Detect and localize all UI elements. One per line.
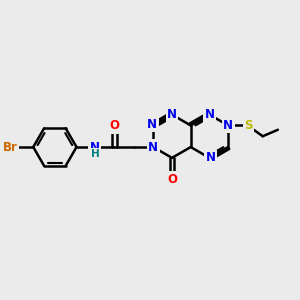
Text: N: N	[148, 141, 158, 154]
Text: N: N	[90, 141, 100, 154]
Text: O: O	[167, 173, 177, 186]
Text: N: N	[167, 108, 177, 121]
Text: N: N	[223, 119, 233, 132]
Text: N: N	[147, 118, 157, 131]
Text: H: H	[91, 149, 99, 159]
Text: S: S	[244, 119, 253, 132]
Text: Br: Br	[3, 141, 18, 154]
Text: N: N	[204, 108, 214, 121]
Text: O: O	[109, 119, 119, 132]
Text: N: N	[206, 152, 215, 164]
